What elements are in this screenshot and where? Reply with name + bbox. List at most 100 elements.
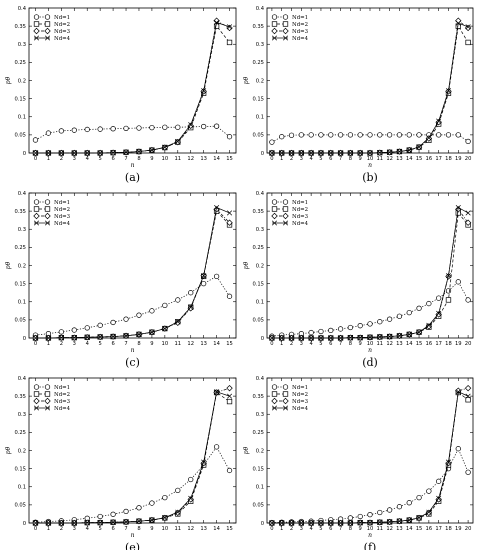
x-tick-label: 6 [329,156,332,162]
legend-marker [282,405,289,411]
data-point [136,312,142,318]
data-point [149,329,155,335]
data-point [406,500,412,506]
x-tick-label: 15 [226,156,233,162]
x-tick-label: 9 [150,526,153,532]
y-tick-label: 0.35 [252,24,264,30]
x-tick-label: 7 [124,341,127,347]
legend-marker [282,27,289,35]
series-1 [32,273,233,338]
legend-marker [33,21,40,27]
series-line [271,281,469,337]
series-line [35,208,230,339]
y-tick-label: 0.35 [14,394,26,400]
data-point [328,327,334,334]
data-point [58,128,64,134]
data-point [386,316,393,322]
x-tick-label: 13 [200,156,207,162]
x-tick-label: 3 [73,341,76,347]
x-tick-label: 15 [416,526,423,532]
data-point [226,24,233,30]
x-tick-label: 16 [426,526,433,532]
x-tick-label: 7 [339,341,342,347]
x-tick-label: 0 [270,341,273,347]
data-point [175,319,181,325]
series-2 [32,23,233,156]
y-tick-label: 0.2 [18,263,26,269]
data-point [337,132,344,138]
y-tick-label: 0.4 [18,376,27,382]
legend-marker [271,199,278,205]
data-point [123,519,129,525]
legend-marker [271,206,278,212]
legend-entry: Nd=2 [54,22,70,28]
data-point [149,500,155,506]
data-point [174,319,181,326]
data-point [136,149,142,155]
legend-marker [271,397,278,405]
y-tick-label: 0.1 [256,485,264,491]
data-point [123,508,129,515]
panel-4: 00.050.10.150.20.250.30.350.40 1 2 3 4 5 6 7 8 9 1… [243,191,474,369]
y-tick-label: 0.2 [256,263,264,269]
data-point [97,334,103,340]
legend-marker [282,384,289,390]
x-tick-label: 14 [406,341,413,347]
y-tick-label: 0.3 [256,412,264,418]
legend-marker [271,27,278,35]
data-point [71,327,77,333]
data-point [162,515,168,521]
y-tick-label: 0 [261,336,264,342]
x-tick-label: 6 [111,156,114,162]
legend-entry: Nd=3 [292,29,309,35]
x-tick-label: 7 [124,156,127,162]
series-1 [32,123,233,143]
legend-marker [33,27,40,35]
data-point [123,316,129,322]
data-point [175,124,181,130]
y-tick-label: 0.05 [14,503,26,509]
data-point [377,319,383,325]
data-point [58,150,64,156]
x-tick-label: 6 [111,341,114,347]
y-tick-label: 0.4 [18,191,27,197]
data-point [201,459,207,465]
data-point [416,132,422,138]
data-point [445,88,452,94]
data-point [188,290,194,296]
data-point [367,512,373,518]
x-tick-label: 12 [386,156,393,162]
legend: Nd=1Nd=2Nd=3Nd=4 [271,199,309,227]
data-point [367,150,373,156]
legend-entry: Nd=3 [292,214,309,220]
x-tick-label: 1 [47,341,50,347]
data-point [213,123,220,129]
x-tick-label: 13 [396,341,403,347]
data-point [149,147,155,153]
data-point [377,519,383,525]
data-point [308,335,314,341]
x-tick-label: 14 [406,526,413,532]
series-4 [269,20,471,156]
panel-label: (b) [362,171,378,184]
x-tick-label: 2 [60,526,63,532]
data-point [367,132,373,138]
x-tick-label: 4 [309,156,313,162]
data-point [71,150,77,156]
data-point [406,517,412,523]
legend-entry: Nd=3 [292,399,309,405]
series-1 [269,132,471,145]
legend: Nd=1Nd=2Nd=3Nd=4 [33,384,71,412]
x-tick-label: 10 [367,156,374,162]
data-point [149,308,155,314]
data-point [174,138,181,146]
series-1 [32,444,233,525]
data-point [464,219,472,226]
data-point [416,329,422,335]
x-tick-label: 17 [435,526,442,532]
legend-marker [33,397,40,405]
data-point [175,509,181,515]
data-point [465,210,471,216]
legend-marker [282,21,289,27]
data-point [188,495,194,501]
